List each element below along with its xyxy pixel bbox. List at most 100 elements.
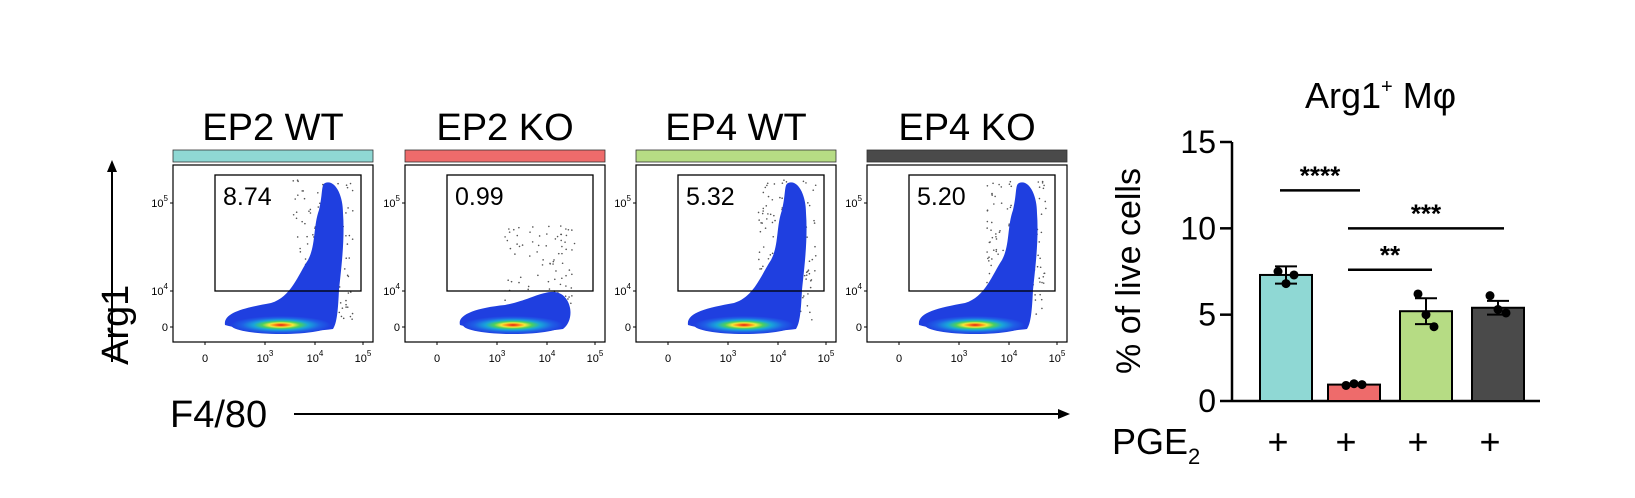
flow-event-dot bbox=[1000, 202, 1003, 204]
flow-event-dot bbox=[1039, 257, 1041, 260]
flow-event-dot bbox=[571, 249, 573, 251]
bar-data-point bbox=[1413, 289, 1423, 299]
flow-event-dot bbox=[1038, 197, 1041, 200]
flow-x-tick-label: 105 bbox=[1049, 349, 1066, 365]
flow-event-dot bbox=[304, 222, 306, 225]
flow-y-tick-label: 0 bbox=[162, 322, 168, 334]
flow-event-dot bbox=[516, 234, 519, 237]
flow-event-dot bbox=[518, 281, 520, 284]
flow-event-dot bbox=[319, 202, 321, 205]
flow-event-dot bbox=[811, 258, 814, 261]
flow-event-dot bbox=[995, 238, 998, 240]
flow-event-dot bbox=[986, 251, 988, 253]
flow-event-dot bbox=[807, 202, 809, 204]
flow-event-dot bbox=[345, 212, 347, 214]
flow-event-dot bbox=[521, 244, 524, 246]
pge2-plus-sign: + bbox=[1407, 421, 1428, 462]
flow-event-dot bbox=[346, 186, 349, 189]
flow-event-dot bbox=[1041, 281, 1043, 284]
flow-event-dot bbox=[294, 198, 297, 200]
flow-event-dot bbox=[348, 257, 351, 259]
flow-x-tick-label: 105 bbox=[355, 349, 372, 365]
flow-event-dot bbox=[992, 182, 994, 185]
flow-event-dot bbox=[1045, 207, 1047, 210]
flow-y-tick-label: 105 bbox=[151, 194, 168, 210]
flow-event-dot bbox=[814, 269, 816, 272]
flow-event-dot bbox=[571, 295, 573, 297]
flow-density-plot bbox=[918, 182, 1038, 334]
flow-event-dot bbox=[346, 243, 349, 245]
flow-event-dot bbox=[813, 222, 816, 224]
flow-event-dot bbox=[508, 231, 511, 233]
flow-event-dot bbox=[814, 184, 817, 187]
flow-y-tick-label: 104 bbox=[614, 282, 631, 298]
flow-event-dot bbox=[806, 270, 809, 273]
flow-event-dot bbox=[341, 307, 344, 309]
flow-event-dot bbox=[1044, 200, 1047, 203]
flow-event-dot bbox=[565, 234, 568, 237]
flow-event-dot bbox=[345, 257, 348, 260]
arg1-axis-arrow-head bbox=[107, 160, 117, 172]
flow-event-dot bbox=[762, 265, 764, 268]
flow-event-dot bbox=[527, 285, 530, 288]
flow-event-dot bbox=[995, 235, 997, 238]
flow-x-tick-label: 0 bbox=[434, 353, 440, 365]
flow-event-dot bbox=[567, 228, 570, 231]
flow-event-dot bbox=[760, 267, 763, 270]
flow-event-dot bbox=[536, 251, 538, 253]
flow-event-dot bbox=[537, 274, 539, 277]
flow-event-dot bbox=[995, 250, 998, 253]
flow-y-tick-label: 0 bbox=[625, 322, 631, 334]
flow-event-dot bbox=[1009, 206, 1012, 209]
flow-event-dot bbox=[556, 235, 559, 238]
flow-event-dot bbox=[758, 219, 760, 221]
bar-4 bbox=[1471, 306, 1525, 403]
flow-event-dot bbox=[805, 274, 808, 276]
flow-event-dot bbox=[555, 270, 557, 272]
flow-y-tick-label: 104 bbox=[845, 282, 862, 298]
significance-label: ** bbox=[1380, 240, 1401, 270]
flow-event-dot bbox=[808, 272, 811, 275]
flow-event-dot bbox=[571, 273, 573, 276]
flow-event-dot bbox=[349, 182, 352, 185]
bar-chart-title: Arg1+ Mφ bbox=[1305, 75, 1456, 116]
flow-event-dot bbox=[317, 206, 320, 208]
flow-event-dot bbox=[547, 280, 550, 283]
flow-event-dot bbox=[561, 245, 563, 248]
flow-y-tick-label: 0 bbox=[856, 322, 862, 334]
flow-event-dot bbox=[998, 183, 1000, 186]
flow-x-tick-label: 0 bbox=[202, 353, 208, 365]
flow-event-dot bbox=[988, 272, 991, 275]
flow-event-dot bbox=[548, 288, 551, 290]
flow-event-dot bbox=[766, 182, 769, 185]
flow-x-tick-label: 105 bbox=[587, 349, 604, 365]
flow-event-dot bbox=[560, 239, 562, 242]
flow-event-dot bbox=[504, 299, 506, 302]
flow-event-dot bbox=[312, 234, 314, 236]
flow-event-dot bbox=[337, 182, 339, 185]
flow-event-dot bbox=[346, 274, 349, 277]
flow-event-dot bbox=[809, 286, 812, 289]
flow-event-dot bbox=[997, 253, 999, 255]
density-outer bbox=[918, 182, 1038, 332]
flow-event-dot bbox=[339, 302, 342, 304]
flow-event-dot bbox=[1038, 241, 1041, 243]
flow-event-dot bbox=[537, 244, 540, 247]
flow-event-dot bbox=[351, 238, 354, 240]
flow-event-dot bbox=[1036, 265, 1039, 268]
flow-event-dot bbox=[773, 183, 776, 185]
flow-event-dot bbox=[762, 207, 765, 210]
flow-event-dot bbox=[990, 264, 992, 267]
flow-x-tick-label: 103 bbox=[257, 349, 274, 365]
flow-event-dot bbox=[990, 229, 992, 231]
flow-event-dot bbox=[1041, 182, 1044, 184]
flow-event-dot bbox=[507, 279, 509, 281]
flow-event-dot bbox=[769, 254, 772, 256]
bar-data-point bbox=[1429, 322, 1439, 332]
flow-event-dot bbox=[986, 281, 988, 284]
flow-event-dot bbox=[538, 235, 541, 237]
flow-event-dot bbox=[568, 296, 570, 298]
flow-event-dot bbox=[807, 293, 809, 295]
flow-event-dot bbox=[570, 287, 573, 289]
flow-event-dot bbox=[986, 209, 989, 212]
